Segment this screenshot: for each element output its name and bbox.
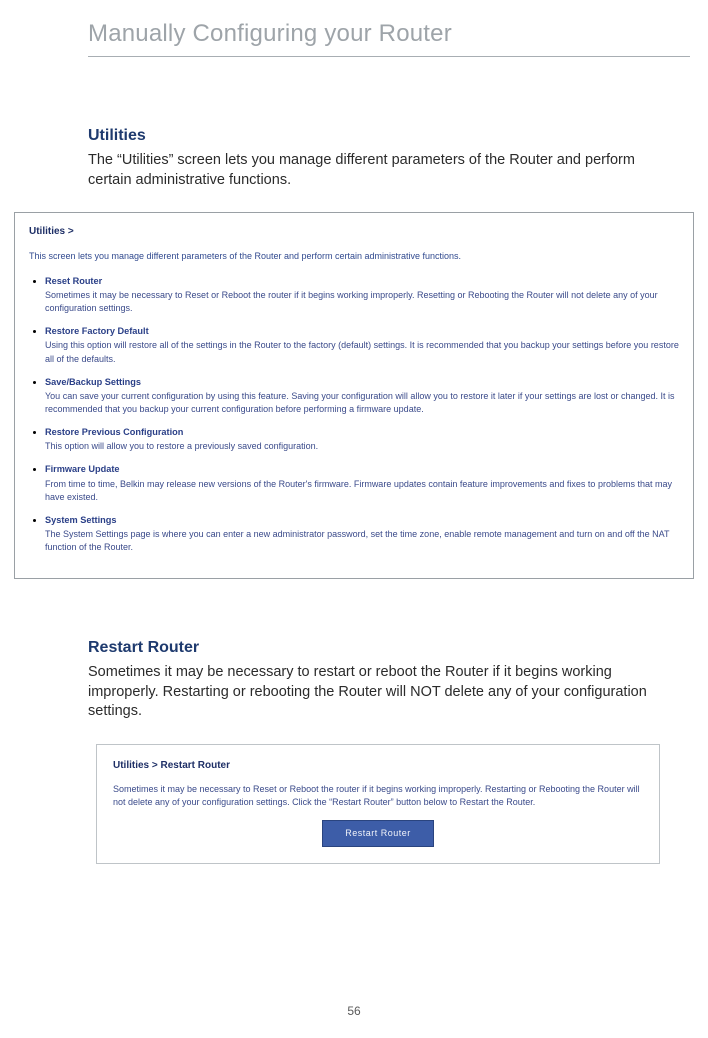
- utilities-body: The “Utilities” screen lets you manage d…: [88, 151, 660, 190]
- utilities-list: Reset Router Sometimes it may be necessa…: [29, 275, 679, 555]
- title-divider: [88, 56, 690, 57]
- util-item-desc: Using this option will restore all of th…: [45, 339, 679, 365]
- list-item: Reset Router Sometimes it may be necessa…: [45, 275, 679, 315]
- page-number: 56: [0, 1004, 708, 1018]
- list-item: Save/Backup Settings You can save your c…: [45, 376, 679, 416]
- util-item-title[interactable]: Reset Router: [45, 276, 102, 286]
- util-item-title[interactable]: Save/Backup Settings: [45, 377, 141, 387]
- utilities-shot-intro: This screen lets you manage different pa…: [29, 250, 679, 263]
- restart-shot-body: Sometimes it may be necessary to Reset o…: [113, 783, 643, 808]
- util-item-desc: The System Settings page is where you ca…: [45, 528, 679, 554]
- utilities-heading: Utilities: [88, 127, 660, 145]
- list-item: System Settings The System Settings page…: [45, 514, 679, 554]
- utilities-section: Utilities The “Utilities” screen lets yo…: [0, 127, 708, 190]
- utilities-screenshot: Utilities > This screen lets you manage …: [14, 212, 694, 579]
- restart-router-button[interactable]: Restart Router: [322, 820, 434, 847]
- restart-body: Sometimes it may be necessary to restart…: [88, 663, 660, 722]
- util-item-title[interactable]: Restore Previous Configuration: [45, 427, 183, 437]
- restart-shot-title: Utilities > Restart Router: [113, 759, 643, 773]
- restart-section: Restart Router Sometimes it may be neces…: [0, 639, 708, 722]
- util-item-desc: You can save your current configuration …: [45, 390, 679, 416]
- restart-button-wrap: Restart Router: [113, 820, 643, 847]
- restart-heading: Restart Router: [88, 639, 660, 657]
- utilities-shot-title: Utilities >: [29, 225, 679, 240]
- util-item-desc: Sometimes it may be necessary to Reset o…: [45, 289, 679, 315]
- util-item-title[interactable]: Firmware Update: [45, 464, 120, 474]
- util-item-desc: This option will allow you to restore a …: [45, 440, 679, 453]
- page-title: Manually Configuring your Router: [0, 0, 708, 56]
- list-item: Firmware Update From time to time, Belki…: [45, 463, 679, 503]
- util-item-title[interactable]: System Settings: [45, 515, 116, 525]
- restart-screenshot: Utilities > Restart Router Sometimes it …: [96, 744, 660, 864]
- list-item: Restore Factory Default Using this optio…: [45, 325, 679, 365]
- util-item-desc: From time to time, Belkin may release ne…: [45, 478, 679, 504]
- list-item: Restore Previous Configuration This opti…: [45, 426, 679, 453]
- util-item-title[interactable]: Restore Factory Default: [45, 326, 149, 336]
